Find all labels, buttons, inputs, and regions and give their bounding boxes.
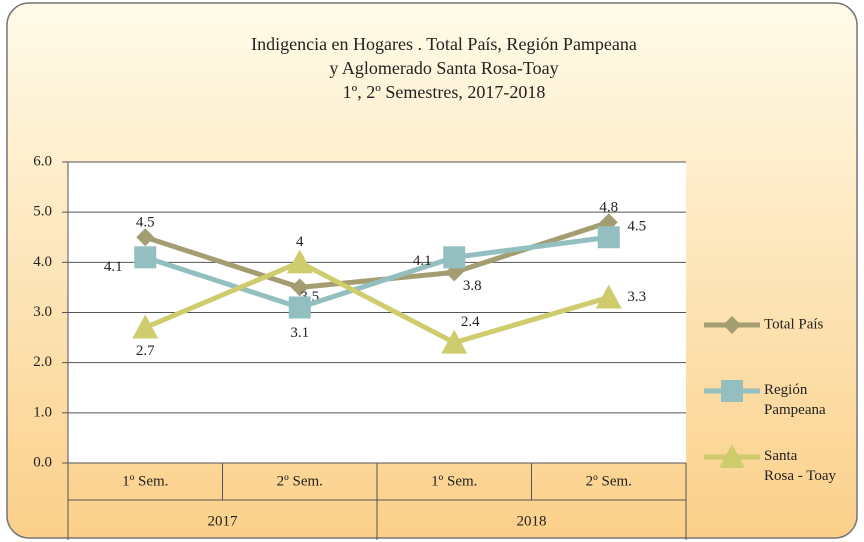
data-label: 2.7 — [136, 343, 155, 359]
data-label: 4.1 — [413, 253, 432, 269]
chart-title: Indigencia en Hogares . Total País, Regi… — [251, 34, 637, 54]
x-tick-label: 1º Sem. — [122, 473, 168, 489]
legend-label: Total País — [764, 316, 824, 332]
y-tick-label: 1.0 — [33, 404, 52, 420]
data-point — [134, 246, 157, 269]
series-line — [144, 234, 610, 311]
data-label: 4.5 — [136, 215, 155, 231]
y-tick-label: 4.0 — [33, 254, 52, 270]
y-tick-label: 2.0 — [33, 354, 52, 370]
data-label: 4.1 — [104, 259, 123, 275]
data-point — [595, 284, 622, 309]
legend-marker — [719, 444, 745, 468]
data-label: 4 — [296, 234, 304, 250]
data-point — [290, 278, 309, 297]
x-tick-label: 2º Sem. — [277, 473, 323, 489]
legend-marker — [723, 316, 741, 334]
x-group-label: 2018 — [517, 513, 547, 529]
y-tick-label: 5.0 — [33, 204, 52, 220]
data-point — [443, 246, 466, 269]
data-point — [286, 249, 313, 274]
data-label: 2.4 — [461, 314, 480, 330]
legend-label: Santa Rosa - Toay — [764, 448, 836, 484]
data-label: 3.3 — [627, 289, 646, 305]
data-point — [136, 228, 155, 247]
data-label: 4.8 — [599, 200, 618, 216]
y-tick-label: 0.0 — [33, 454, 52, 470]
legend-marker — [721, 380, 743, 402]
series-line — [144, 259, 610, 346]
data-point — [441, 329, 468, 354]
chart-title: y Aglomerado Santa Rosa-Toay — [329, 58, 558, 78]
data-label: 3.8 — [463, 278, 482, 294]
legend-label: Región Pampeana — [764, 382, 826, 418]
data-label: 3.1 — [290, 325, 309, 341]
y-tick-label: 3.0 — [33, 304, 52, 320]
data-point — [288, 296, 311, 319]
data-point — [132, 314, 159, 339]
data-label: 4.5 — [627, 219, 646, 235]
x-group-label: 2017 — [208, 513, 239, 529]
chart-title: 1º, 2º Semestres, 2017-2018 — [343, 82, 546, 102]
data-point — [597, 226, 620, 249]
y-tick-label: 6.0 — [33, 153, 52, 169]
x-tick-label: 2º Sem. — [586, 473, 632, 489]
x-tick-label: 1º Sem. — [431, 473, 477, 489]
